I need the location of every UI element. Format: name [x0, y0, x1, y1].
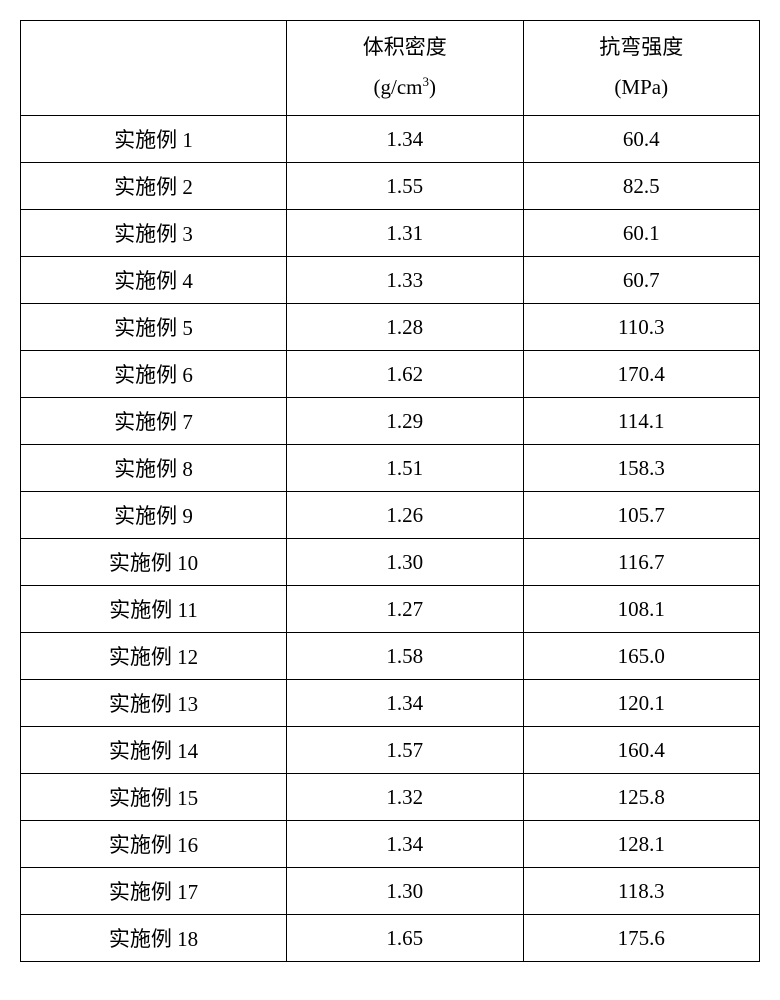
row-label: 实施例 11	[21, 586, 287, 633]
row-label: 实施例 15	[21, 774, 287, 821]
row-density: 1.58	[287, 633, 523, 680]
row-strength: 170.4	[523, 351, 760, 398]
row-strength: 60.4	[523, 116, 760, 163]
row-label: 实施例 6	[21, 351, 287, 398]
row-label: 实施例 17	[21, 868, 287, 915]
table-row: 实施例 161.34128.1	[21, 821, 760, 868]
table-row: 实施例 91.26105.7	[21, 492, 760, 539]
row-strength: 82.5	[523, 163, 760, 210]
table-row: 实施例 51.28110.3	[21, 304, 760, 351]
table-row: 实施例 181.65175.6	[21, 915, 760, 962]
row-label: 实施例 10	[21, 539, 287, 586]
row-strength: 116.7	[523, 539, 760, 586]
header-cell-strength: 抗弯强度 (MPa)	[523, 21, 760, 116]
table-row: 实施例 21.5582.5	[21, 163, 760, 210]
row-label: 实施例 18	[21, 915, 287, 962]
row-density: 1.62	[287, 351, 523, 398]
table-row: 实施例 71.29114.1	[21, 398, 760, 445]
table-row: 实施例 121.58165.0	[21, 633, 760, 680]
row-label: 实施例 1	[21, 116, 287, 163]
table-row: 实施例 141.57160.4	[21, 727, 760, 774]
row-strength: 120.1	[523, 680, 760, 727]
row-strength: 118.3	[523, 868, 760, 915]
row-density: 1.31	[287, 210, 523, 257]
table-row: 实施例 111.27108.1	[21, 586, 760, 633]
row-label: 实施例 16	[21, 821, 287, 868]
table-row: 实施例 31.3160.1	[21, 210, 760, 257]
header-unit-strength: (MPa)	[614, 68, 668, 108]
table-row: 实施例 11.3460.4	[21, 116, 760, 163]
row-label: 实施例 8	[21, 445, 287, 492]
row-density: 1.33	[287, 257, 523, 304]
header-unit-density: (g/cm3)	[374, 68, 436, 108]
table-row: 实施例 61.62170.4	[21, 351, 760, 398]
header-title-density: 体积密度	[363, 28, 447, 68]
table-row: 实施例 131.34120.1	[21, 680, 760, 727]
header-cell-label	[21, 21, 287, 116]
table-header-row: 体积密度 (g/cm3) 抗弯强度 (MPa)	[21, 21, 760, 116]
table-row: 实施例 81.51158.3	[21, 445, 760, 492]
row-density: 1.29	[287, 398, 523, 445]
table-body: 体积密度 (g/cm3) 抗弯强度 (MPa) 实施例 11.3460.4实施例…	[21, 21, 760, 962]
row-label: 实施例 14	[21, 727, 287, 774]
row-strength: 60.1	[523, 210, 760, 257]
row-strength: 108.1	[523, 586, 760, 633]
row-strength: 125.8	[523, 774, 760, 821]
row-strength: 114.1	[523, 398, 760, 445]
row-density: 1.30	[287, 868, 523, 915]
row-density: 1.34	[287, 821, 523, 868]
row-label: 实施例 3	[21, 210, 287, 257]
row-label: 实施例 5	[21, 304, 287, 351]
row-density: 1.65	[287, 915, 523, 962]
row-label: 实施例 9	[21, 492, 287, 539]
row-strength: 158.3	[523, 445, 760, 492]
header-cell-density: 体积密度 (g/cm3)	[287, 21, 523, 116]
row-strength: 165.0	[523, 633, 760, 680]
row-density: 1.51	[287, 445, 523, 492]
row-density: 1.30	[287, 539, 523, 586]
row-label: 实施例 13	[21, 680, 287, 727]
table-row: 实施例 101.30116.7	[21, 539, 760, 586]
row-strength: 110.3	[523, 304, 760, 351]
table-row: 实施例 151.32125.8	[21, 774, 760, 821]
row-label: 实施例 12	[21, 633, 287, 680]
row-strength: 105.7	[523, 492, 760, 539]
row-density: 1.28	[287, 304, 523, 351]
table-row: 实施例 41.3360.7	[21, 257, 760, 304]
data-table-container: 体积密度 (g/cm3) 抗弯强度 (MPa) 实施例 11.3460.4实施例…	[20, 20, 760, 962]
row-strength: 160.4	[523, 727, 760, 774]
row-density: 1.26	[287, 492, 523, 539]
row-density: 1.32	[287, 774, 523, 821]
table-row: 实施例 171.30118.3	[21, 868, 760, 915]
data-table: 体积密度 (g/cm3) 抗弯强度 (MPa) 实施例 11.3460.4实施例…	[20, 20, 760, 962]
row-density: 1.34	[287, 116, 523, 163]
header-title-strength: 抗弯强度	[599, 28, 683, 68]
row-label: 实施例 7	[21, 398, 287, 445]
row-density: 1.27	[287, 586, 523, 633]
row-density: 1.34	[287, 680, 523, 727]
row-strength: 175.6	[523, 915, 760, 962]
row-strength: 60.7	[523, 257, 760, 304]
row-label: 实施例 4	[21, 257, 287, 304]
row-label: 实施例 2	[21, 163, 287, 210]
row-strength: 128.1	[523, 821, 760, 868]
row-density: 1.57	[287, 727, 523, 774]
row-density: 1.55	[287, 163, 523, 210]
